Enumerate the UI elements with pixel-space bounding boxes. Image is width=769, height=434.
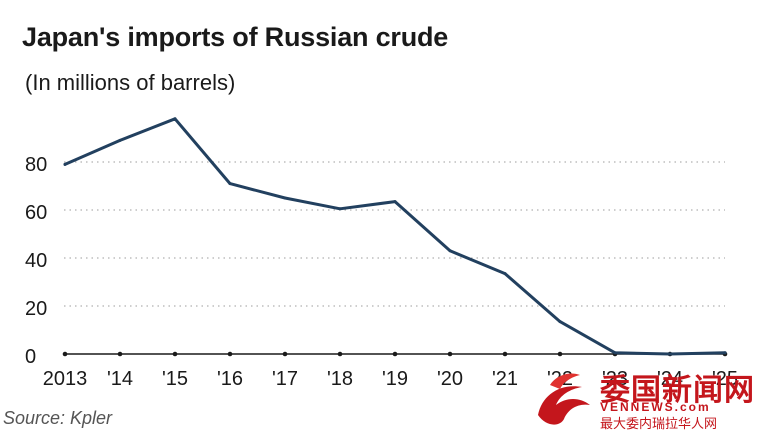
x-tick-label: '20 bbox=[437, 368, 463, 390]
x-tick-label: '24 bbox=[657, 368, 683, 390]
data-point bbox=[503, 272, 507, 276]
x-tick-label: 2013 bbox=[43, 368, 88, 390]
x-tick-label: '23 bbox=[602, 368, 628, 390]
x-tick-label: '21 bbox=[492, 368, 518, 390]
x-tick-mark bbox=[502, 351, 508, 357]
x-tick-label: '14 bbox=[107, 368, 133, 390]
series-line bbox=[63, 117, 727, 356]
data-point bbox=[283, 196, 287, 200]
data-point bbox=[668, 352, 672, 356]
x-tick-mark bbox=[282, 351, 288, 357]
x-tick-mark bbox=[172, 351, 178, 357]
x-tick-mark bbox=[337, 351, 343, 357]
x-tick-mark bbox=[447, 351, 453, 357]
y-tick-label: 0 bbox=[25, 346, 36, 368]
y-tick-label: 60 bbox=[25, 202, 47, 224]
data-point bbox=[173, 117, 177, 121]
x-tick-label: '19 bbox=[382, 368, 408, 390]
x-tick-label: '17 bbox=[272, 368, 298, 390]
x-tick-label: '16 bbox=[217, 368, 243, 390]
x-tick-label: '15 bbox=[162, 368, 188, 390]
data-point bbox=[228, 182, 232, 186]
x-tick-mark bbox=[62, 351, 68, 357]
watermark-url: VENNEWS.com bbox=[600, 400, 711, 414]
data-point bbox=[558, 320, 562, 324]
data-point bbox=[338, 207, 342, 211]
data-point bbox=[613, 351, 617, 355]
x-tick-mark bbox=[117, 351, 123, 357]
chart-subtitle: (In millions of barrels) bbox=[25, 70, 236, 95]
dragon-logo-icon bbox=[538, 373, 590, 425]
data-point bbox=[448, 249, 452, 253]
x-tick-mark bbox=[227, 351, 233, 357]
chart-title: Japan's imports of Russian crude bbox=[22, 22, 449, 52]
x-tick-mark bbox=[392, 351, 398, 357]
y-tick-label: 20 bbox=[25, 298, 47, 320]
x-tick-label: '18 bbox=[327, 368, 353, 390]
x-tick-mark bbox=[557, 351, 563, 357]
data-point bbox=[393, 200, 397, 204]
x-tick-label: '25 bbox=[712, 368, 738, 390]
watermark-logo: 委国新闻网 VENNEWS.com 最大委内瑞拉华人网 bbox=[530, 365, 766, 432]
watermark-title: 委国新闻网 bbox=[600, 373, 755, 408]
y-tick-label: 40 bbox=[25, 250, 47, 272]
watermark-tagline: 最大委内瑞拉华人网 bbox=[600, 417, 718, 432]
source-note: Source: Kpler bbox=[3, 408, 113, 428]
data-point bbox=[723, 351, 727, 355]
y-tick-label: 80 bbox=[25, 154, 47, 176]
data-point bbox=[63, 162, 67, 166]
data-point bbox=[118, 138, 122, 142]
